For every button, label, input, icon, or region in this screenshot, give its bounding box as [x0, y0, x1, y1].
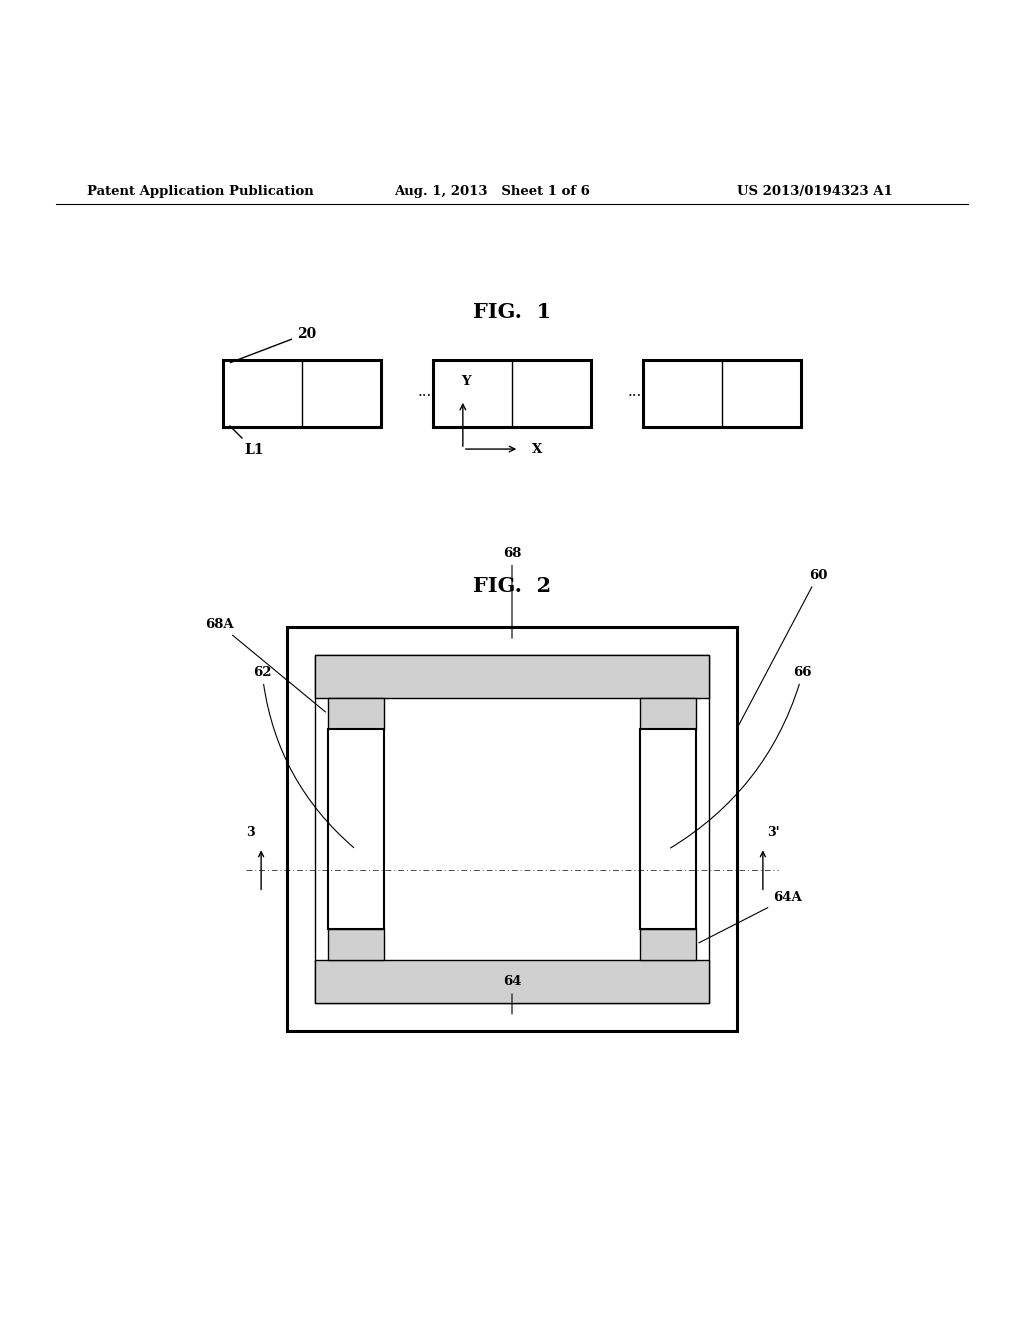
Text: X: X: [531, 442, 542, 455]
Text: 3': 3': [767, 826, 779, 840]
Text: 68A: 68A: [205, 618, 326, 711]
Text: Y: Y: [461, 375, 471, 388]
Text: 66: 66: [671, 665, 812, 847]
Bar: [315, 656, 709, 698]
Bar: [643, 360, 801, 428]
Bar: [328, 729, 384, 929]
Bar: [640, 929, 696, 960]
Text: 68: 68: [503, 546, 521, 639]
Text: 62: 62: [253, 665, 353, 847]
Text: ...: ...: [628, 384, 642, 399]
Text: US 2013/0194323 A1: US 2013/0194323 A1: [737, 185, 893, 198]
Text: Patent Application Publication: Patent Application Publication: [87, 185, 313, 198]
Text: 20: 20: [230, 326, 316, 363]
Text: 64: 64: [503, 975, 521, 1014]
Text: ...: ...: [418, 384, 432, 399]
Bar: [640, 729, 696, 929]
Text: 64A: 64A: [698, 891, 802, 942]
Bar: [222, 360, 381, 428]
Text: 60: 60: [738, 569, 827, 726]
Text: Aug. 1, 2013   Sheet 1 of 6: Aug. 1, 2013 Sheet 1 of 6: [394, 185, 590, 198]
Bar: [315, 960, 709, 1002]
Text: L1: L1: [229, 426, 264, 457]
Text: FIG.  1: FIG. 1: [473, 302, 551, 322]
Bar: [432, 360, 592, 428]
Bar: [287, 627, 737, 1031]
Bar: [328, 929, 384, 960]
Text: FIG.  2: FIG. 2: [473, 577, 551, 597]
Text: 3: 3: [247, 826, 255, 840]
Bar: [328, 698, 384, 729]
Bar: [315, 656, 709, 1002]
Bar: [640, 698, 696, 729]
